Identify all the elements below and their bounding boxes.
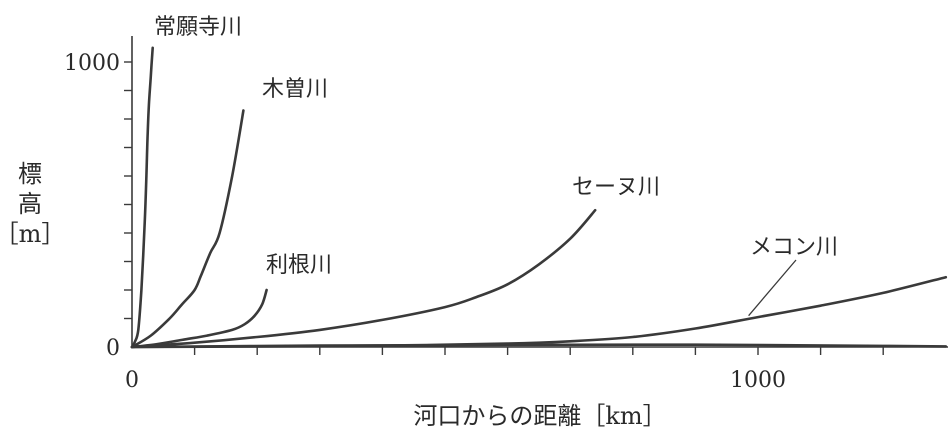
series-3-line	[130, 208, 597, 349]
x-tick-label-0: 0	[125, 368, 139, 393]
annotation-leader-0	[748, 259, 797, 317]
y-axis-title-char-1: 標	[18, 160, 42, 188]
series-2-line	[130, 288, 268, 349]
y-tick-label-0: 0	[106, 336, 120, 361]
series-2-label: 利根川	[266, 253, 332, 278]
annotations	[748, 259, 797, 317]
y-tick-label-1000: 1000	[64, 51, 120, 76]
series-baseline-line	[130, 343, 948, 349]
x-axis-title: 河口からの距離［km］	[413, 402, 666, 430]
series-3-label: セーヌ川	[572, 175, 660, 200]
series-1-line	[130, 109, 245, 349]
y-axis-title-char-2: 高	[18, 190, 42, 218]
series-0-line	[130, 46, 154, 349]
axis-ticks	[124, 61, 884, 355]
y-axis-title-unit: ［m］	[0, 220, 65, 248]
series-4-label: メコン川	[750, 235, 838, 260]
series-0-label: 常願寺川	[154, 15, 242, 40]
series-1-label: 木曽川	[262, 77, 328, 102]
x-tick-label-1000: 1000	[730, 368, 786, 393]
